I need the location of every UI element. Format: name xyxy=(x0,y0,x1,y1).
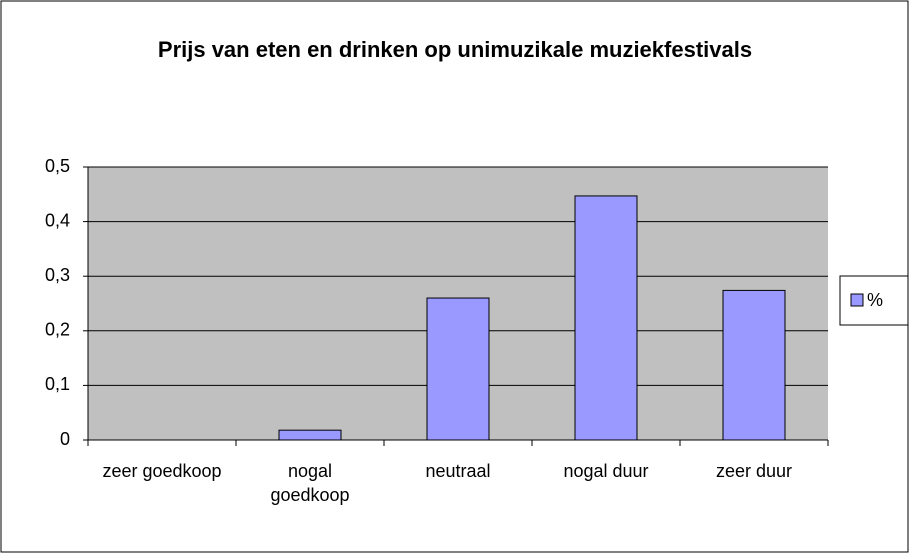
legend-label: % xyxy=(867,290,883,310)
x-tick-label: zeer goedkoop xyxy=(102,461,222,481)
y-tick-label: 0,5 xyxy=(45,156,70,176)
x-tick-label: nogal goedkoop xyxy=(270,461,350,505)
chart-title: Prijs van eten en drinken op unimuzikale… xyxy=(157,37,753,62)
legend-swatch xyxy=(850,293,864,307)
y-tick-label: 0,3 xyxy=(45,265,70,285)
x-tick-label: neutraal xyxy=(425,461,491,481)
y-tick-label: 0,1 xyxy=(45,374,70,394)
bar xyxy=(722,289,786,441)
y-tick-label: 0 xyxy=(60,429,70,449)
bar xyxy=(574,195,638,441)
bar xyxy=(426,297,490,441)
bar xyxy=(278,429,342,441)
y-tick-label: 0,4 xyxy=(45,210,70,230)
x-tick-label: nogal duur xyxy=(563,461,649,481)
y-tick-label: 0,2 xyxy=(45,320,70,340)
x-tick-label: zeer duur xyxy=(715,461,793,481)
